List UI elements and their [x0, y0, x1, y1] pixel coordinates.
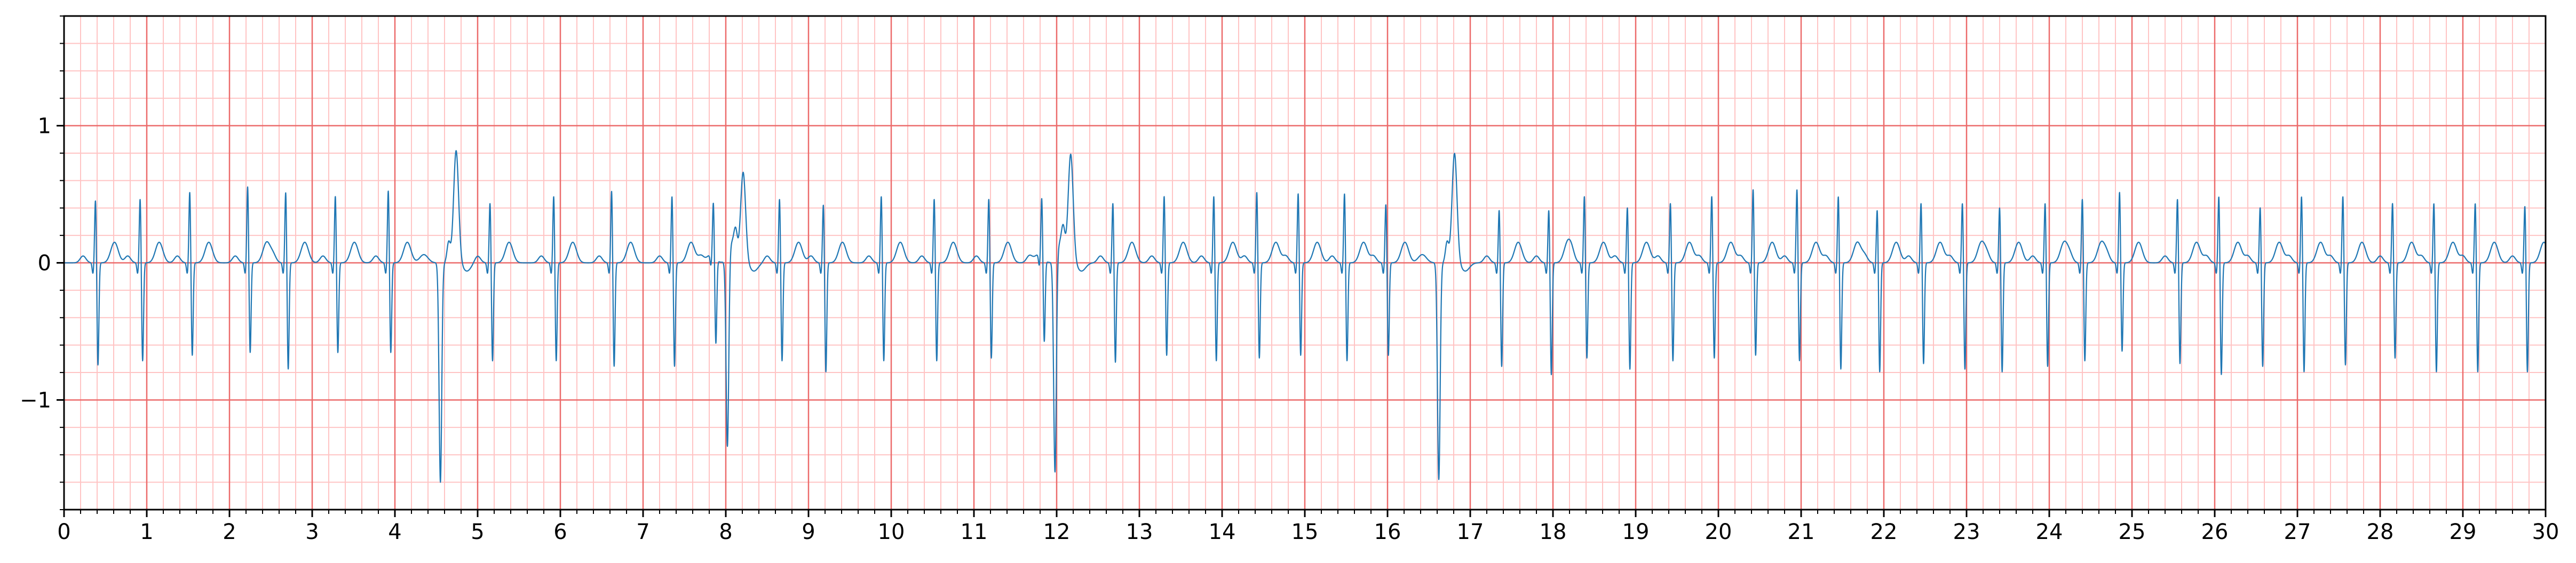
- x-tick-label: 13: [1126, 520, 1153, 544]
- x-tick-label: 18: [1540, 520, 1567, 544]
- x-tick-label: 25: [2119, 520, 2146, 544]
- x-tick-label: 30: [2532, 520, 2559, 544]
- x-tick-label: 9: [802, 520, 815, 544]
- y-axis: −1 0 1: [20, 15, 64, 510]
- x-tick-label: 16: [1374, 520, 1401, 544]
- x-tick-label: 21: [1788, 520, 1815, 544]
- x-tick-label: 22: [1870, 520, 1898, 544]
- x-tick-label: 12: [1043, 520, 1071, 544]
- ecg-signal-layer: [64, 150, 2546, 483]
- y-tick-label: 0: [38, 251, 51, 276]
- x-tick-label: 29: [2450, 520, 2477, 544]
- x-tick-label: 8: [719, 520, 732, 544]
- x-tick-label: 6: [553, 520, 567, 544]
- x-tick-label: 27: [2284, 520, 2311, 544]
- x-tick-label: 20: [1705, 520, 1732, 544]
- x-tick-label: 15: [1291, 520, 1319, 544]
- x-tick-label: 5: [471, 520, 484, 544]
- x-tick-label: 11: [961, 520, 988, 544]
- x-tick-label: 28: [2367, 520, 2394, 544]
- x-tick-label: 4: [388, 520, 401, 544]
- x-tick-label: 2: [223, 520, 236, 544]
- y-tick-label: 1: [38, 114, 51, 139]
- x-axis: 0 1 2 3 4 5 6 7 8 9 10 11 12 13 14 15 16 17 18 19 20 21 22 23 24…: [57, 510, 2559, 544]
- x-tick-label: 7: [636, 520, 649, 544]
- x-tick-label: 14: [1209, 520, 1236, 544]
- x-tick-label: 23: [1953, 520, 1980, 544]
- x-tick-label: 19: [1622, 520, 1650, 544]
- ecg-series-line: [64, 150, 2546, 483]
- x-tick-label: 24: [2036, 520, 2063, 544]
- x-tick-label: 26: [2201, 520, 2229, 544]
- x-tick-label: 10: [878, 520, 905, 544]
- x-tick-label: 0: [57, 520, 70, 544]
- x-tick-label: 17: [1457, 520, 1484, 544]
- x-tick-label: 1: [140, 520, 153, 544]
- y-tick-label: −1: [20, 388, 51, 413]
- x-tick-label: 3: [305, 520, 319, 544]
